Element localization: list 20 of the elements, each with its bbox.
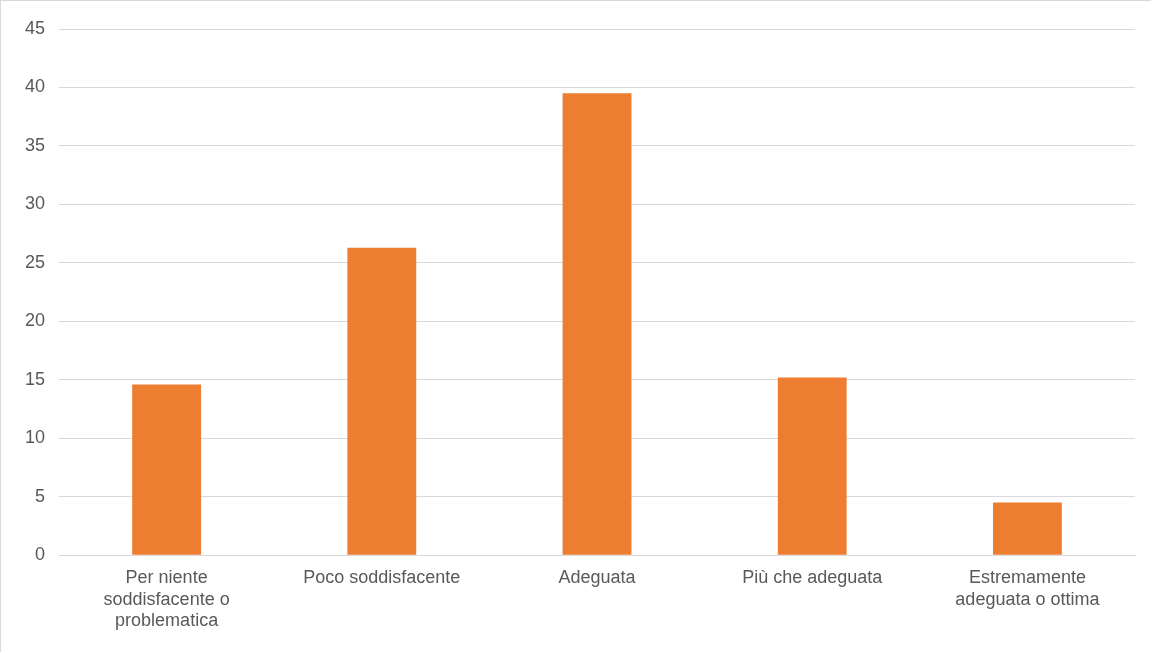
y-tick-label: 40: [24, 76, 46, 97]
y-tick-label: 20: [24, 310, 46, 331]
x-tick-label: Più che adeguata: [742, 566, 884, 587]
y-tick-label: 45: [24, 17, 46, 38]
y-tick-label: 5: [35, 485, 46, 506]
bar: [992, 502, 1062, 555]
y-tick-label: 10: [24, 427, 46, 448]
x-tick-label: Poco soddisfacente: [303, 566, 461, 587]
bar: [777, 377, 847, 555]
y-tick-label: 25: [24, 251, 46, 272]
bar: [562, 93, 632, 555]
x-tick-label: Estremamente adeguata o ottima: [955, 566, 1101, 609]
y-tick-label: 15: [24, 368, 46, 389]
y-tick-label: 30: [24, 193, 46, 214]
y-tick-label: 0: [35, 544, 46, 565]
y-tick-label: 35: [24, 134, 46, 155]
bar: [132, 384, 202, 555]
x-tick-label: Per niente soddisfacente o problematica: [103, 566, 230, 631]
bar: [347, 247, 417, 555]
x-tick-label: Adeguata: [558, 566, 637, 587]
